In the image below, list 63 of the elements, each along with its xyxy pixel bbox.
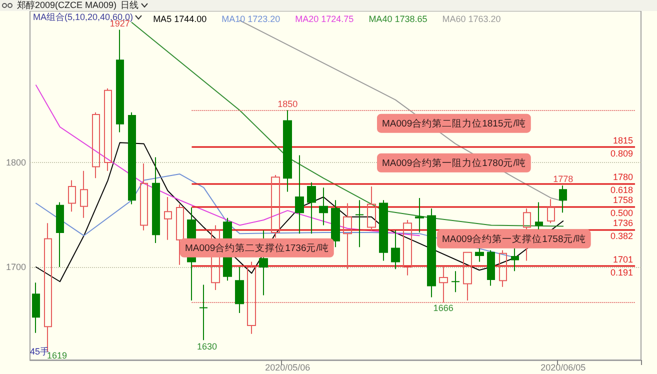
ref-line-label: 1758 0.500: [610, 194, 634, 218]
candlestick: [355, 200, 364, 248]
ref-line-label: 1736 0.382: [610, 218, 634, 241]
candlestick: [331, 200, 340, 248]
candlestick: [367, 186, 376, 231]
chart-subtitle: 日线: [120, 0, 139, 11]
candlestick: [427, 208, 436, 298]
annotation: 1666: [433, 303, 454, 314]
candlestick: [559, 185, 567, 214]
legend-title: MA组合(5,10,20,40,60,0): [33, 12, 134, 22]
candlestick: [104, 88, 112, 172]
annotation: 1778: [553, 174, 574, 184]
candlestick: [152, 156, 160, 244]
candlestick: [391, 230, 400, 270]
candlestick: [451, 270, 460, 293]
text: MA60 1763.20: [442, 14, 501, 24]
candlestick: [343, 202, 352, 270]
text: MA40 1738.65: [368, 14, 428, 24]
ref-line-label: 1815 0.809: [610, 135, 634, 158]
annotation: 45手: [30, 346, 50, 356]
candlestick: [379, 200, 388, 262]
candlestick: [403, 219, 412, 276]
candlestick: [415, 198, 424, 234]
candlestick: [80, 170, 88, 218]
candlestick: [295, 154, 304, 234]
y-tick-label: 1800: [6, 158, 26, 168]
candlestick: [271, 174, 280, 238]
candlestick: [235, 266, 244, 314]
y-tick-label: 1700: [6, 262, 26, 272]
text: MA10 1723.20: [222, 14, 280, 24]
annotation: 1619: [47, 350, 68, 360]
x-tick-label: 2020/06/05: [540, 362, 586, 372]
text: MA5 1744.00: [153, 14, 207, 24]
annotation: 1850: [278, 98, 298, 109]
ref-line-label: 1701 0.191: [610, 254, 634, 278]
candlestick: [92, 112, 100, 179]
candlestick: [319, 187, 328, 226]
candlestick: [487, 250, 495, 286]
annotation: MA009合约第二支撑位1736元/吨: [185, 242, 329, 254]
annotation: 1630: [197, 342, 218, 352]
candlestick: [283, 110, 292, 192]
annotation: MA009合约第二阻力位1815元/吨: [382, 117, 526, 130]
candlestick: [128, 112, 136, 205]
candlestick: [511, 248, 519, 272]
candlestick: [307, 182, 316, 234]
x-tick-label: 2020/05/06: [265, 362, 310, 372]
annotation: MA009合约第一支撑位1758元/吨: [442, 232, 586, 245]
text: MA20 1724.75: [295, 14, 354, 24]
candlestick: [140, 163, 148, 231]
candlestick: [68, 180, 76, 212]
candlestick: [199, 284, 208, 341]
candlestick: [32, 282, 40, 334]
candlestick: [176, 204, 184, 266]
candlestick: [116, 29, 124, 133]
annotation: MA009合约第一阻力位1780元/吨: [382, 156, 526, 169]
candlestick: [475, 248, 484, 262]
candlestick: [547, 198, 555, 224]
candlestick: [499, 250, 507, 288]
candlestick: [56, 202, 64, 268]
chart-title: 郑醇2009(CZCE MA009): [17, 0, 117, 11]
candlestick: [535, 202, 543, 231]
candlestick: [164, 196, 172, 240]
ref-line-label: 1780 0.618: [610, 172, 634, 195]
